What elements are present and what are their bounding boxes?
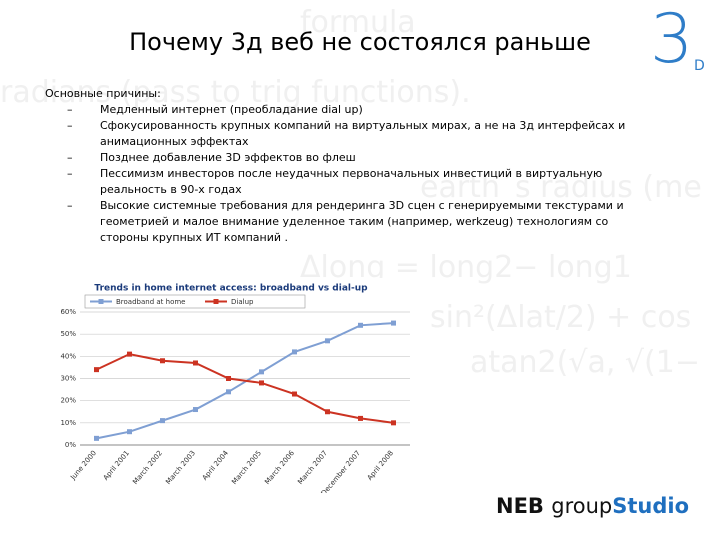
point (325, 338, 330, 344)
chart-background (45, 278, 417, 493)
point (391, 320, 396, 326)
point (127, 351, 132, 357)
logo-digit: 3 (650, 0, 694, 79)
background-text: radians (pass to trig functions). (0, 75, 471, 110)
point (193, 360, 198, 366)
brand-text: NEB (496, 494, 544, 518)
y-tick-label: 30% (60, 375, 76, 383)
chart-title: Trends in home internet access: broadban… (94, 284, 368, 294)
logo-letter: D (694, 58, 705, 74)
background-text: earth´s radius (me (420, 170, 702, 205)
slide-body: Основные причины: – Медленный интернет (п… (45, 86, 645, 246)
legend-label: Broadband at home (116, 298, 185, 306)
chart: Trends in home internet access: broadban… (45, 278, 417, 493)
y-tick-label: 20% (60, 397, 76, 405)
bullet-text: Позднее добавление 3D эффектов во флеш (100, 151, 356, 164)
intro: Основные причины: (45, 87, 161, 100)
bullet-text: Сфокусированность крупных компаний на ви… (100, 119, 626, 148)
series-line (96, 353, 394, 424)
y-tick-label: 10% (60, 419, 76, 427)
point (160, 418, 165, 424)
point (358, 322, 363, 328)
bullet: – Сфокусированность крупных компаний на в… (45, 118, 645, 150)
point (292, 349, 297, 355)
background-text: atan2(√a, √(1− (470, 345, 700, 380)
bullet-marker: – (67, 199, 73, 212)
y-tick-label: 50% (60, 330, 76, 338)
legend-swatch (98, 299, 104, 304)
point (193, 407, 198, 413)
point (94, 367, 99, 373)
y-tick-label: 0% (65, 441, 76, 449)
brand-logo: NEB groupStudio (496, 494, 689, 518)
bullet: – Медленный интернет (преобладание dial u… (45, 102, 645, 118)
bullet: – Высокие системные требования для рендер… (45, 198, 645, 246)
brand-text: group (551, 494, 613, 518)
point (94, 435, 99, 441)
y-tick-label: 60% (60, 308, 76, 316)
bullet-marker: – (67, 119, 73, 132)
bullet-text: Медленный интернет (преобладание dial up… (100, 103, 363, 116)
bullet-text: Высокие системные требования для рендери… (100, 199, 624, 244)
point (391, 420, 396, 426)
point (226, 389, 231, 395)
legend-swatch (213, 299, 219, 304)
point (325, 409, 330, 415)
brand-text: Studio (612, 494, 690, 518)
point (127, 429, 132, 435)
bullet: – Позднее добавление 3D эффектов во флеш (45, 150, 645, 166)
bullet-marker: – (67, 151, 73, 164)
background-text: formula (300, 5, 416, 40)
point (259, 380, 264, 386)
slide-title: Почему 3д веб не состоялся раньше (129, 28, 591, 56)
bullet-marker: – (67, 103, 73, 116)
background-text: sin²(Δlat/2) + cos (430, 300, 692, 335)
y-tick-label: 40% (60, 352, 76, 360)
bullet-list: – Медленный интернет (преобладание dial u… (45, 102, 645, 246)
bullet: – Пессимизм инвесторов после неудачных пе… (45, 166, 645, 198)
legend-label: Dialup (231, 298, 254, 306)
bullet-marker: – (67, 167, 73, 180)
bullet-text: Пессимизм инвесторов после неудачных пер… (100, 167, 603, 196)
point (259, 369, 264, 375)
point (226, 376, 231, 381)
legend-box (84, 294, 306, 309)
series-line (96, 322, 394, 440)
point (292, 391, 297, 397)
point (358, 415, 363, 421)
point (160, 358, 165, 364)
